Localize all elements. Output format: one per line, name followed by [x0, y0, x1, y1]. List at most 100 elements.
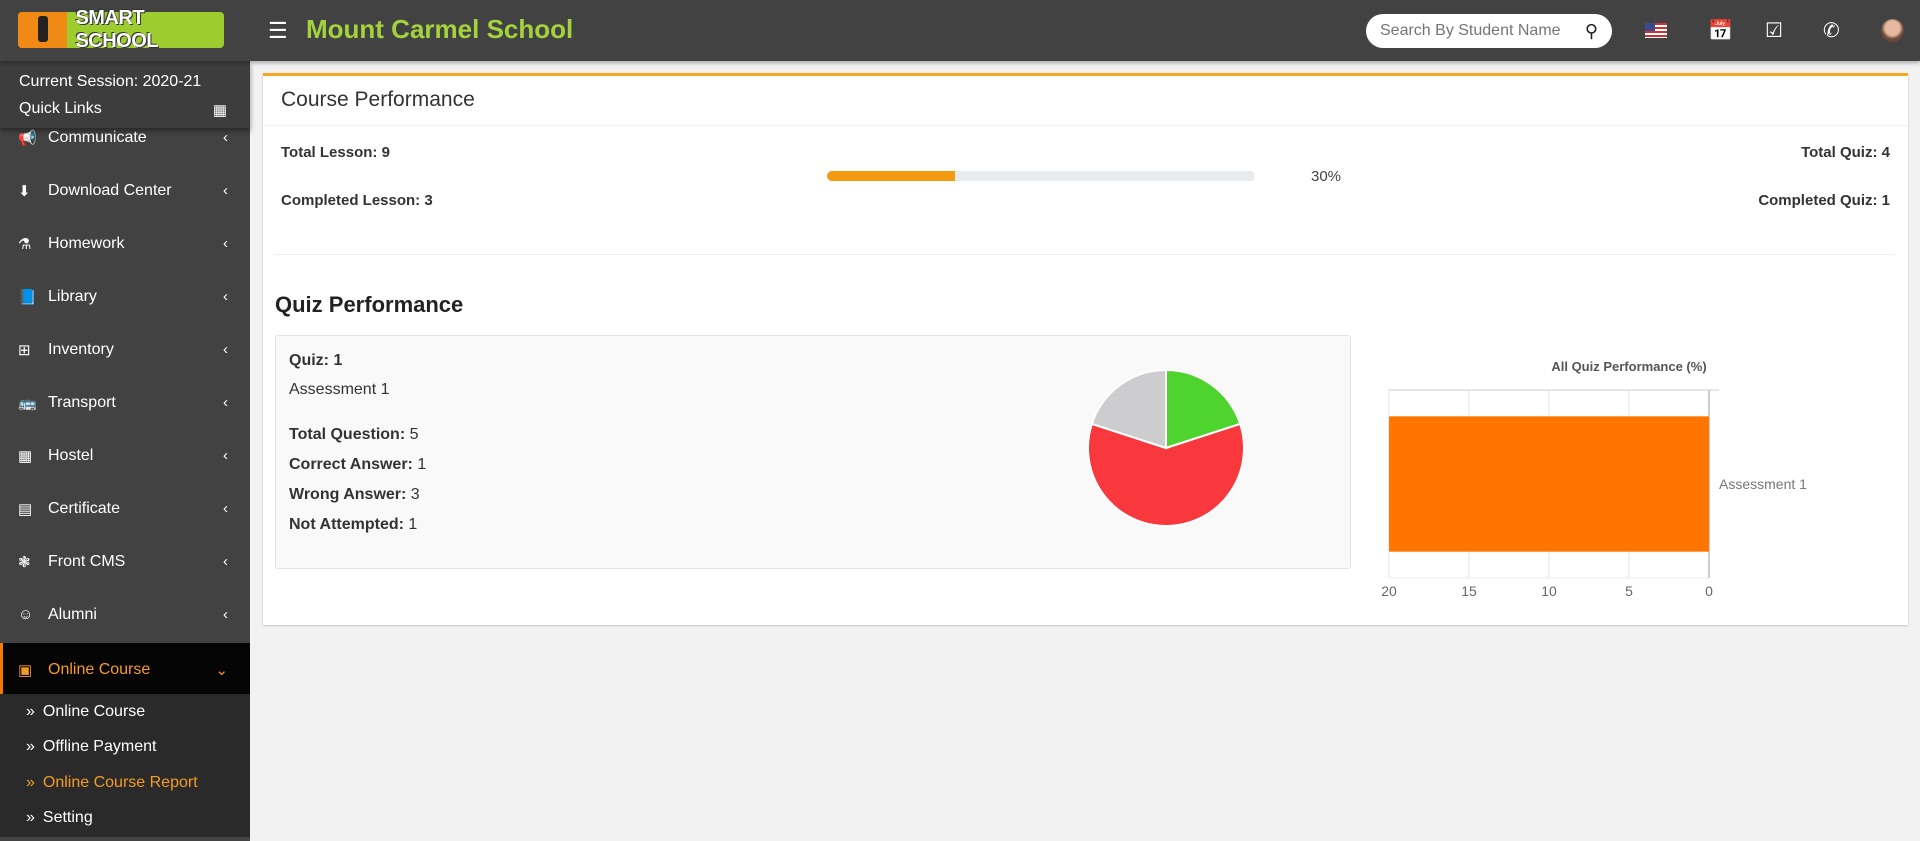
- sidebar-item-front-cms[interactable]: ❃ Front CMS ‹: [0, 535, 250, 588]
- sidebar-item-label: Online Course: [48, 660, 151, 678]
- certificate-icon: ▤: [18, 500, 33, 518]
- x-tick-label: 10: [1541, 583, 1557, 599]
- x-tick-label: 20: [1381, 583, 1397, 599]
- total-quiz-label: Total Quiz:: [1801, 144, 1878, 161]
- submenu-online-course-report[interactable]: » Online Course Report: [26, 773, 198, 791]
- book-icon: [18, 12, 68, 48]
- chevron-down-icon: ⌄: [215, 661, 228, 679]
- course-performance-card: Course Performance Total Lesson: 9 Compl…: [263, 73, 1908, 625]
- total-lesson-value: 9: [381, 144, 390, 161]
- completed-quiz-label: Completed Quiz:: [1758, 192, 1878, 209]
- submenu-online-course[interactable]: » Online Course: [26, 702, 146, 720]
- alumni-icon: ☺: [18, 606, 34, 623]
- sidebar-item-label: Library: [48, 287, 97, 305]
- submenu-offline-payment[interactable]: » Offline Payment: [26, 738, 157, 756]
- quick-links[interactable]: Quick Links: [19, 100, 102, 117]
- sidebar-item-label: Alumni: [48, 605, 97, 623]
- completed-lesson-label: Completed Lesson:: [281, 192, 421, 209]
- progress-percent: 30%: [1311, 168, 1342, 185]
- bar: [1389, 416, 1709, 552]
- wrong-answer-value: 3: [410, 486, 420, 503]
- quiz-label: Quiz:: [289, 352, 329, 369]
- quiz-performance-title: Quiz Performance: [275, 292, 464, 317]
- sidebar-item-alumni[interactable]: ☺ Alumni ‹: [0, 588, 250, 641]
- sidebar-item-download-center[interactable]: ⬇ Download Center ‹: [0, 164, 250, 217]
- double-chevron-icon: »: [26, 738, 35, 756]
- cms-icon: ❃: [18, 553, 31, 571]
- sidebar-item-transport[interactable]: 🚌 Transport ‹: [0, 376, 250, 429]
- chevron-left-icon: ‹: [223, 288, 228, 305]
- total-question-label: Total Question:: [289, 426, 406, 443]
- quiz-detail-box: Quiz: 1 Assessment 1 Total Question: 5 C…: [275, 335, 1351, 569]
- sidebar-item-certificate[interactable]: ▤ Certificate ‹: [0, 482, 250, 535]
- chevron-left-icon: ‹: [223, 447, 228, 464]
- not-attempted-label: Not Attempted:: [289, 516, 404, 533]
- task-check-icon[interactable]: ☑: [1765, 20, 1783, 42]
- sidebar-item-hostel[interactable]: ▦ Hostel ‹: [0, 429, 250, 482]
- pie-slice-not-attempted[interactable]: [1090, 368, 1167, 450]
- chevron-left-icon: ‹: [223, 341, 228, 358]
- total-lesson-label: Total Lesson:: [281, 144, 378, 161]
- sidebar-item-label: Front CMS: [48, 552, 126, 570]
- logo[interactable]: SMART SCHOOL: [18, 7, 224, 52]
- double-chevron-icon: »: [26, 809, 35, 827]
- book-icon: 📘: [18, 288, 37, 306]
- school-name: Mount Carmel School: [306, 14, 574, 44]
- quiz-number: 1: [333, 352, 343, 369]
- bullhorn-icon: 📢: [18, 129, 37, 147]
- search-icon[interactable]: ⚲: [1584, 20, 1598, 41]
- sidebar-item-online-course[interactable]: ▣ Online Course ⌄: [0, 643, 250, 696]
- chevron-left-icon: ‹: [223, 129, 228, 146]
- us-flag-icon[interactable]: [1645, 23, 1667, 38]
- bar-chart-title: All Quiz Performance (%): [1551, 359, 1706, 374]
- x-tick-label: 0: [1705, 583, 1713, 599]
- total-quiz-value: 4: [1881, 144, 1890, 161]
- sidebar-item-label: Communicate: [48, 128, 147, 146]
- sidebar-item-communicate[interactable]: 📢 Communicate ‹: [0, 111, 250, 164]
- chevron-left-icon: ‹: [223, 606, 228, 623]
- menu-toggle-icon[interactable]: ☰: [268, 18, 288, 43]
- double-chevron-icon: »: [26, 773, 35, 791]
- calendar-icon[interactable]: 📅: [1708, 20, 1733, 42]
- sidebar-item-label: Download Center: [48, 181, 172, 199]
- divider: [275, 254, 1895, 255]
- completed-lesson-value: 3: [424, 192, 433, 209]
- inventory-icon: ⊞: [18, 341, 31, 359]
- flask-icon: ⚗: [18, 235, 32, 253]
- sidebar-item-label: Homework: [48, 234, 125, 252]
- x-tick-label: 15: [1461, 583, 1477, 599]
- x-tick-label: 5: [1625, 583, 1633, 599]
- chevron-left-icon: ‹: [223, 553, 228, 570]
- quiz-bar-chart: All Quiz Performance (%) 20 15 10 5 0 Assessm…: [1381, 359, 1807, 599]
- whatsapp-icon[interactable]: ✆: [1823, 20, 1840, 42]
- chevron-left-icon: ‹: [223, 235, 228, 252]
- top-header: SMART SCHOOL ☰ Mount Carmel School ⚲ 📅 ☑…: [0, 0, 1920, 61]
- divider: [263, 125, 1908, 126]
- quiz-pie-chart: [1087, 368, 1245, 527]
- pie-slice-wrong-answer[interactable]: [1087, 422, 1245, 527]
- sidebar-item-label: Certificate: [48, 499, 121, 517]
- sidebar-item-label: Transport: [48, 393, 116, 411]
- session-panel: Current Session: 2020-21 Quick Links ▦: [0, 61, 250, 128]
- bus-icon: 🚌: [18, 394, 37, 412]
- wrong-answer-label: Wrong Answer:: [289, 486, 407, 503]
- search-input[interactable]: [1380, 22, 1565, 40]
- pie-slice-correct-answer[interactable]: [1165, 368, 1242, 450]
- building-icon: ▦: [18, 447, 33, 465]
- y-category-label: Assessment 1: [1719, 476, 1807, 492]
- sidebar-item-homework[interactable]: ⚗ Homework ‹: [0, 217, 250, 270]
- current-session[interactable]: Current Session: 2020-21: [19, 73, 202, 90]
- sidebar: Current Session: 2020-21 Quick Links ▦ 📢…: [0, 61, 250, 841]
- correct-answer-label: Correct Answer:: [289, 456, 413, 473]
- sidebar-item-library[interactable]: 📘 Library ‹: [0, 270, 250, 323]
- online-course-submenu: » Online Course » Offline Payment » Online …: [0, 694, 250, 837]
- submenu-setting[interactable]: » Setting: [26, 809, 93, 827]
- grid-icon[interactable]: ▦: [212, 102, 227, 119]
- total-question-value: 5: [409, 426, 419, 443]
- user-avatar[interactable]: [1881, 19, 1904, 42]
- quiz-name: Assessment 1: [289, 381, 390, 398]
- sidebar-item-inventory[interactable]: ⊞ Inventory ‹: [0, 323, 250, 376]
- course-performance-title: Course Performance: [281, 88, 475, 111]
- course-progress-bar: [827, 171, 1255, 181]
- progress-fill: [827, 171, 956, 181]
